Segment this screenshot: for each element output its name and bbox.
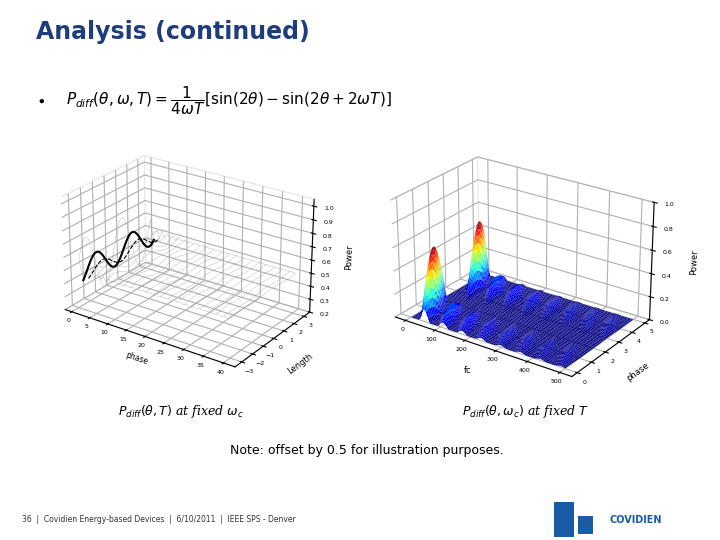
Text: Note: offset by 0.5 for illustration purposes.: Note: offset by 0.5 for illustration pur… xyxy=(230,444,504,457)
Y-axis label: phase: phase xyxy=(626,361,652,383)
Text: 36  |  Covidien Energy-based Devices  |  6/10/2011  |  IEEE SPS - Denver: 36 | Covidien Energy-based Devices | 6/1… xyxy=(22,515,295,524)
Text: COVIDIEN: COVIDIEN xyxy=(609,515,662,525)
Text: $P_{diff}(\theta,\omega,T)=\dfrac{1}{4\omega T}[\sin(2\theta)-\sin(2\theta+2\ome: $P_{diff}(\theta,\omega,T)=\dfrac{1}{4\o… xyxy=(66,84,392,117)
X-axis label: phase: phase xyxy=(124,350,149,367)
X-axis label: fc: fc xyxy=(464,366,472,375)
Text: $P_{diff}(\theta, \omega_c)$ at fixed $T$: $P_{diff}(\theta, \omega_c)$ at fixed $T… xyxy=(462,403,590,420)
Y-axis label: Length: Length xyxy=(286,352,315,376)
Bar xyxy=(578,516,593,534)
Bar xyxy=(576,502,595,537)
Bar xyxy=(554,502,574,537)
Text: $\bullet$: $\bullet$ xyxy=(36,93,45,108)
Text: Analysis (continued): Analysis (continued) xyxy=(36,20,310,44)
Text: $P_{diff}(\theta,T)$ at fixed $\omega_c$: $P_{diff}(\theta,T)$ at fixed $\omega_c$ xyxy=(117,403,243,420)
